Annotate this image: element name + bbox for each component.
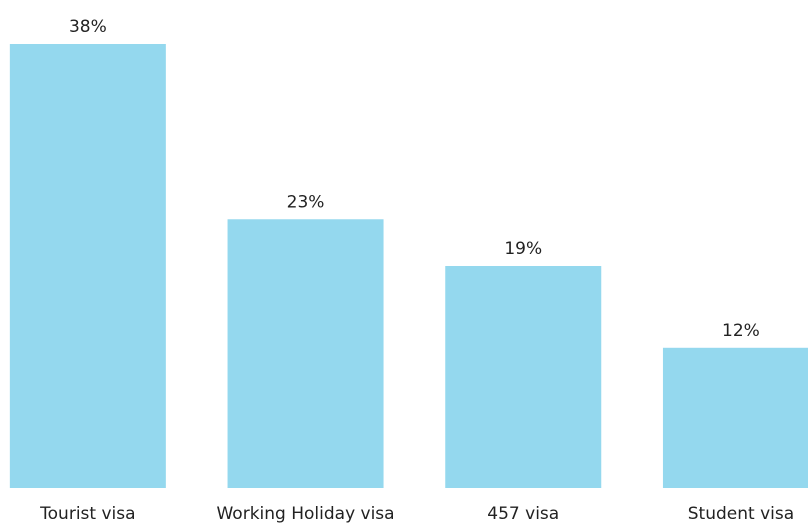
bar [227, 219, 384, 488]
value-label: 19% [504, 239, 542, 259]
x-tick-label: Tourist visa [39, 504, 135, 524]
value-label: 12% [722, 321, 760, 341]
value-label: 23% [287, 192, 325, 212]
x-tick-label: 457 visa [487, 504, 559, 524]
x-tick-label: Student visa [688, 504, 794, 524]
x-tick-label: Working Holiday visa [216, 504, 394, 524]
bar [662, 347, 808, 488]
value-label: 38% [69, 17, 107, 37]
bar [9, 44, 166, 488]
bar [445, 266, 602, 488]
